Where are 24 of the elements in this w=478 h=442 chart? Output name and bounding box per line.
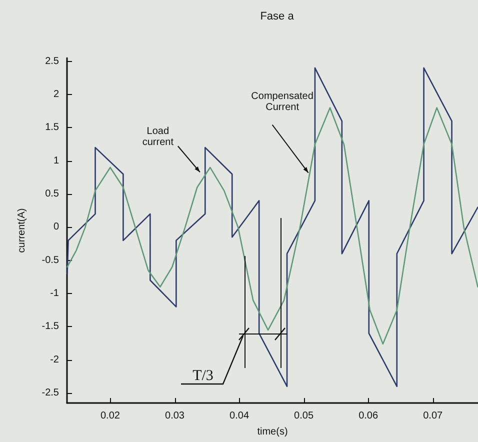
x-tick-label: 0.04 [230, 410, 250, 422]
y-tick-label: 1.5 [45, 122, 60, 134]
annotation: Compensated Current [251, 90, 314, 113]
y-tick-label: 2.5 [45, 56, 60, 67]
x-tick-label: 0.05 [294, 410, 314, 422]
y-tick-label: -2.5 [42, 388, 60, 399]
x-tick-label: 0.06 [358, 410, 378, 422]
annotation: Load current [142, 126, 174, 148]
y-tick-label: -2 [50, 354, 60, 366]
y-tick-label: 0 [53, 222, 60, 233]
chart-title: Fase a [260, 10, 295, 22]
annotation: T/3 [192, 368, 214, 384]
y-tick-label: -1.5 [42, 321, 60, 332]
x-axis-title: time(s) [257, 426, 288, 438]
y-tick-label: -1 [50, 288, 60, 300]
y-tick-label: 2 [53, 88, 60, 100]
y-tick-label: 1 [53, 155, 60, 166]
x-tick-label: 0.07 [423, 410, 443, 422]
x-tick-label: 0.02 [100, 410, 120, 422]
y-tick-label: 0.5 [45, 188, 60, 200]
line-series [66, 67, 478, 388]
x-tick-label: 0.03 [165, 410, 185, 422]
y-axis-title: current(A) [16, 208, 28, 253]
y-tick-label: -0.5 [42, 254, 60, 266]
